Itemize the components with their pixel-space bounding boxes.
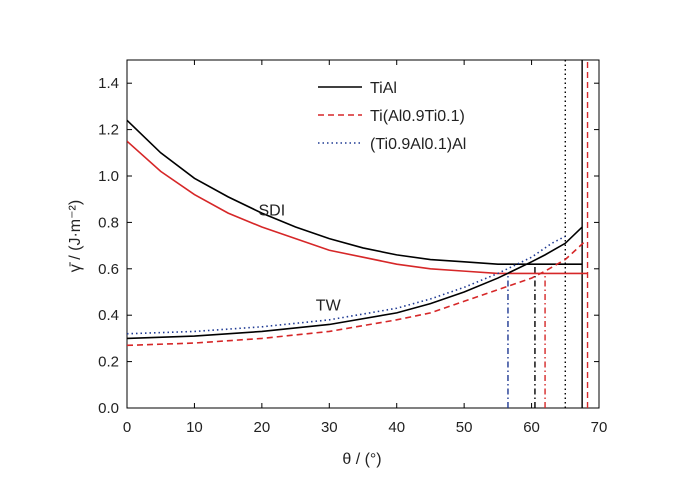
x-tick-label: 40 xyxy=(388,419,405,436)
y-tick-label: 0.0 xyxy=(98,400,119,417)
legend-label: TiAl xyxy=(370,80,397,97)
x-axis-label: θ / (°) xyxy=(342,451,381,468)
x-tick-label: 20 xyxy=(254,419,271,436)
curve-annotation: TW xyxy=(316,298,342,315)
x-tick-label: 0 xyxy=(123,419,131,436)
series-line xyxy=(127,226,583,340)
x-tick-label: 50 xyxy=(456,419,473,436)
x-tick-label: 10 xyxy=(186,419,203,436)
y-tick-label: 0.4 xyxy=(98,307,119,324)
plot-frame xyxy=(126,59,600,409)
x-tick-label: 70 xyxy=(591,419,608,436)
series-line xyxy=(127,240,587,347)
y-tick-label: 0.2 xyxy=(98,354,119,371)
y-tick-label: 0.6 xyxy=(98,261,119,278)
x-tick-label: 30 xyxy=(321,419,338,436)
series-line xyxy=(127,119,583,265)
legend-label: Ti(Al0.9Ti0.1) xyxy=(370,108,465,125)
series-line xyxy=(127,235,566,335)
y-tick-label: 1.0 xyxy=(98,168,119,185)
legend: TiAl Ti(Al0.9Ti0.1) (Ti0.9Al0.1)Al xyxy=(318,80,466,153)
y-axis-label: γ̄ / (J·m⁻²) xyxy=(67,200,84,272)
y-tick-label: 1.4 xyxy=(98,75,119,92)
curve-annotation: SDI xyxy=(258,202,285,219)
series-line xyxy=(127,140,588,275)
x-tick-label: 60 xyxy=(523,419,540,436)
y-tick-label: 1.2 xyxy=(98,122,119,139)
y-tick-label: 0.8 xyxy=(98,214,119,231)
legend-label: (Ti0.9Al0.1)Al xyxy=(370,136,466,153)
